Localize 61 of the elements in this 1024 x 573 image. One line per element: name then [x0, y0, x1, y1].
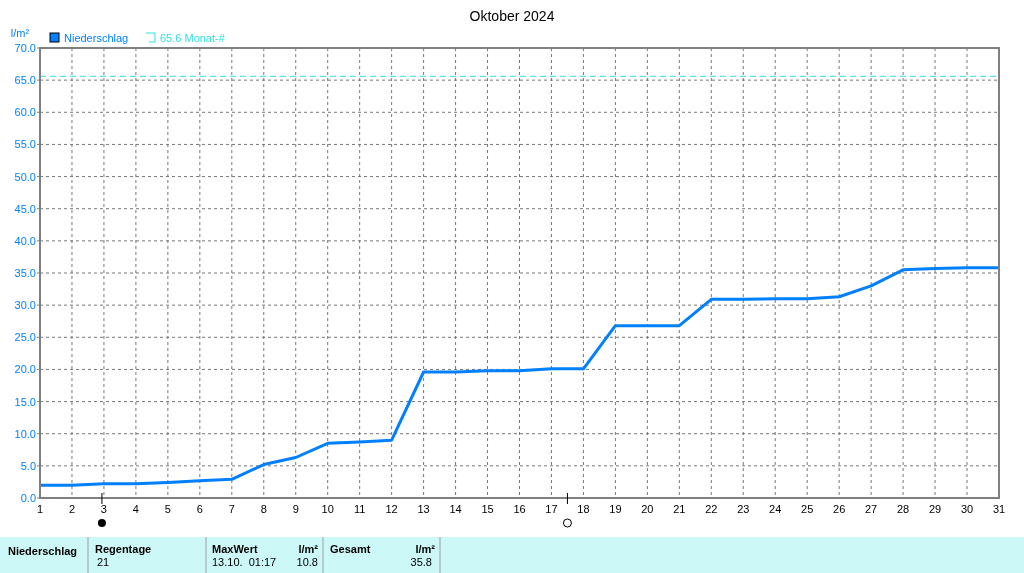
x-tick-label: 28 — [896, 503, 910, 515]
x-tick-label: 13 — [417, 503, 430, 515]
y-tick-label: 15.0 — [14, 395, 36, 408]
text: Niederschlag — [8, 545, 78, 557]
x-tick-label: 25 — [801, 503, 814, 515]
x-tick-label: 7 — [228, 503, 235, 515]
x-tick-label: 8 — [260, 503, 267, 515]
x-tick-label: 27 — [865, 503, 878, 515]
x-tick-label: 19 — [609, 503, 622, 515]
y-tick-label: 40.0 — [14, 234, 36, 247]
x-tick-label: 24 — [769, 503, 782, 515]
x-tick-label: 11 — [353, 503, 366, 515]
text: 13.10. 01:17 — [212, 556, 277, 568]
y-tick-label: 30.0 — [14, 299, 36, 312]
x-tick-label: 22 — [705, 503, 718, 515]
x-tick-label: 6 — [196, 503, 203, 515]
line-series — [38, 266, 1001, 487]
x-tick-label: 23 — [737, 503, 750, 515]
x-tick-label: 21 — [673, 503, 686, 515]
y-tick-label: 70.0 — [14, 42, 36, 54]
text: Regentage — [95, 543, 152, 555]
x-tick-label: 30 — [960, 503, 974, 515]
y-tick-label: 25.0 — [14, 331, 36, 344]
y-axis-title: l/m² — [10, 27, 30, 39]
x-tick-label: 14 — [449, 503, 462, 515]
x-tick-label: 2 — [68, 503, 76, 515]
y-tick-label: 5.0 — [20, 459, 36, 472]
x-tick-label: 1 — [36, 503, 44, 515]
text: l/m² — [415, 543, 436, 555]
y-tick-label: 50.0 — [14, 170, 36, 183]
text: 21 — [97, 556, 110, 568]
y-tick-label: 60.0 — [14, 106, 36, 119]
text: l/m² — [298, 543, 319, 555]
text: 10.8 — [296, 556, 318, 568]
y-tick-label: 55.0 — [14, 138, 36, 151]
y-tick-label: 35.0 — [14, 267, 36, 279]
y-tick-label: 45.0 — [14, 202, 36, 215]
x-tick-label: 9 — [292, 503, 299, 515]
x-tick-label: 29 — [928, 503, 942, 515]
x-tick-label: 15 — [481, 503, 494, 515]
x-tick-label: 4 — [132, 503, 139, 515]
x-tick-label: 18 — [577, 503, 590, 515]
text: 35.8 — [410, 556, 432, 568]
x-tick-label: 10 — [321, 503, 334, 515]
chart-title: Oktober 2024 — [469, 8, 555, 24]
x-tick-label: 20 — [641, 503, 654, 515]
y-tick-label: 65.0 — [14, 74, 36, 87]
x-tick-label: 17 — [545, 503, 558, 515]
x-tick-label: 26 — [833, 503, 846, 515]
x-tick-label: 16 — [513, 503, 526, 515]
x-tick-label: 31 — [992, 503, 1006, 515]
legend-label: Niederschlag — [64, 32, 129, 44]
text: Gesamt — [330, 543, 371, 555]
legend-label: 65.6 Monat-# — [160, 32, 226, 44]
x-tick-label: 12 — [385, 503, 398, 515]
x-tick-label: 3 — [100, 503, 107, 515]
y-tick-label: 10.0 — [14, 427, 36, 440]
y-tick-label: 0.0 — [20, 492, 36, 504]
x-tick-label: 5 — [164, 503, 171, 515]
text: MaxWert — [212, 543, 258, 555]
y-tick-label: 20.0 — [14, 363, 36, 376]
